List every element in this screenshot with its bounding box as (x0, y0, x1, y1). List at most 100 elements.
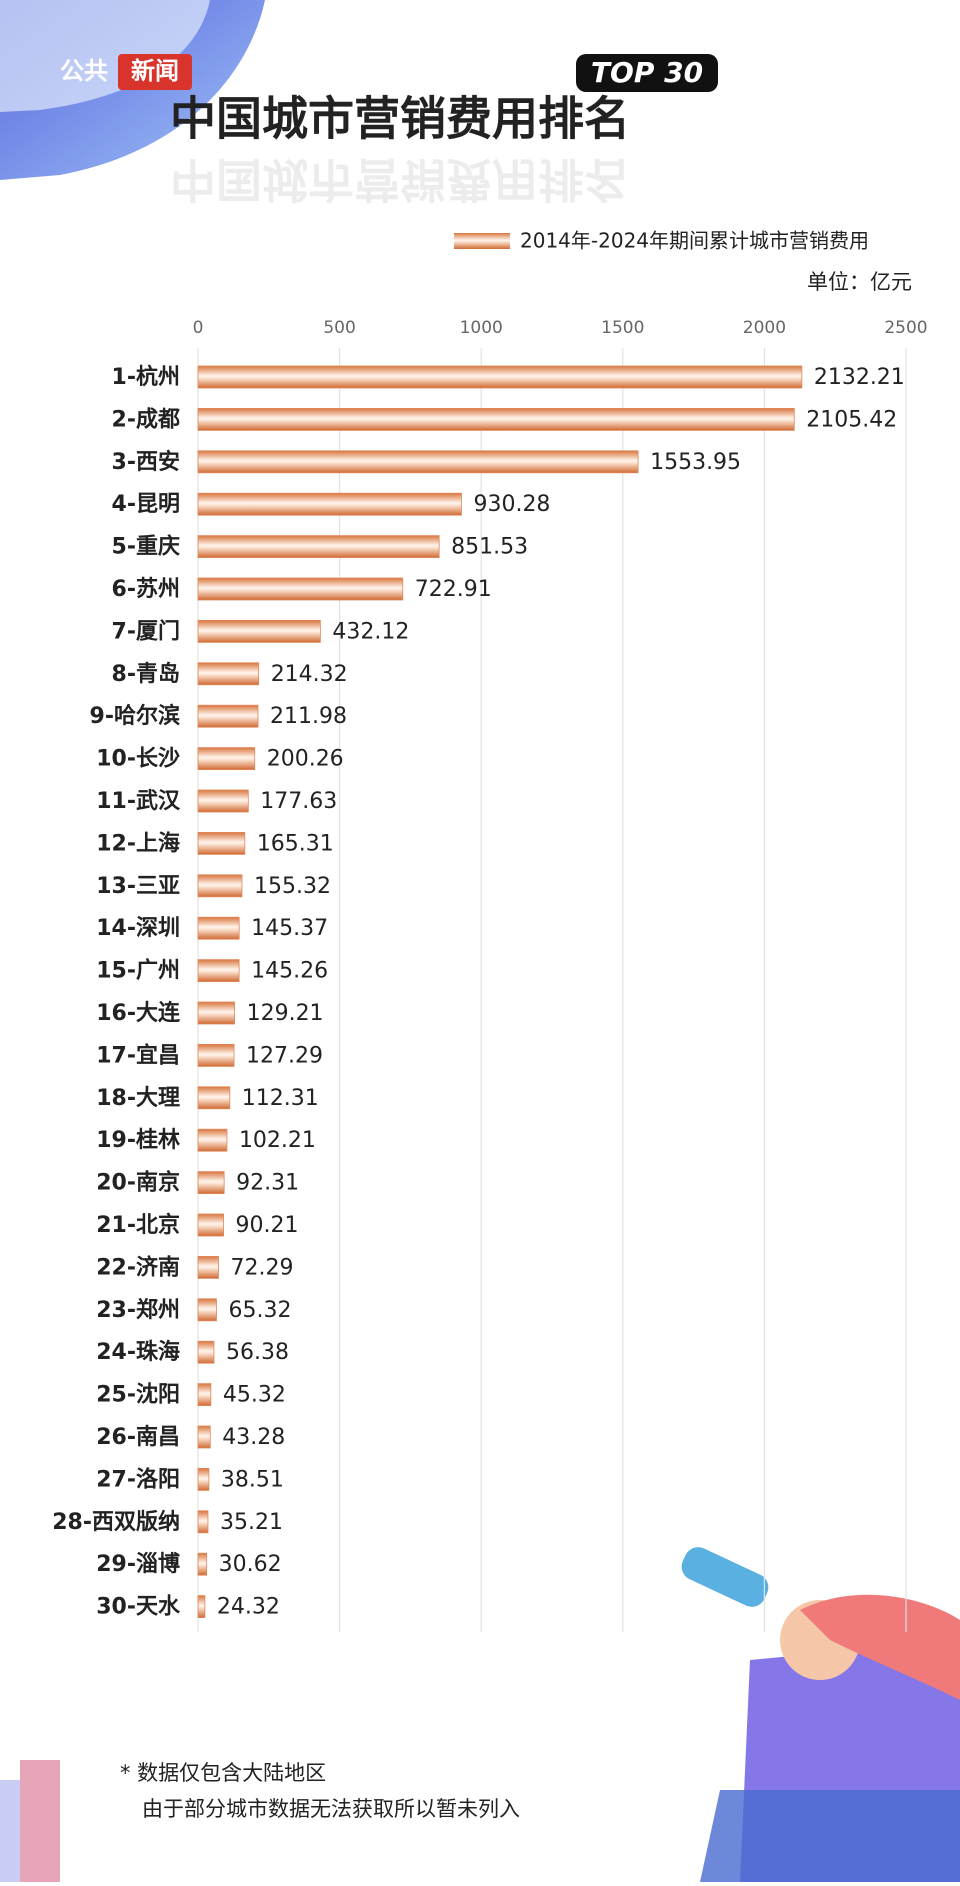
badge-box (576, 54, 718, 92)
value-label: 90.21 (236, 1213, 299, 1238)
value-label: 2132.21 (814, 365, 905, 390)
y-tick-label: 19-桂林 (96, 1127, 180, 1153)
bar (197, 620, 321, 643)
logo-text: 公共 (60, 57, 108, 85)
bar (197, 1510, 209, 1534)
value-label: 112.31 (242, 1086, 319, 1111)
bar (197, 492, 462, 516)
y-tick-label: 18-大理 (96, 1086, 180, 1111)
y-tick-label: 21-北京 (96, 1212, 180, 1238)
y-tick-label: 12-上海 (96, 830, 180, 856)
bar (197, 1213, 224, 1237)
decor (800, 1594, 960, 1700)
legend-label: 2014年-2024年期间累计城市营销费用 (520, 229, 869, 253)
value-label: 145.37 (251, 916, 328, 941)
y-tick-label: 20-南京 (96, 1170, 180, 1196)
y-tick-label: 14-深圳 (96, 916, 180, 941)
y-tick-label: 5-重庆 (112, 534, 180, 560)
bar (197, 535, 440, 558)
bar (197, 662, 260, 686)
y-tick-label: 16-大连 (96, 1000, 181, 1026)
value-label: 72.29 (230, 1255, 293, 1280)
bar (197, 1044, 235, 1067)
y-tick-label: 23-郑州 (96, 1298, 180, 1323)
y-tick-label: 3-西安 (112, 449, 180, 475)
bar (197, 365, 803, 389)
x-tick-label: 2500 (884, 318, 927, 338)
value-label: 155.32 (254, 874, 331, 899)
value-label: 1553.95 (650, 450, 741, 475)
y-tick-label: 24-珠海 (96, 1339, 180, 1365)
x-tick-label: 1000 (460, 318, 503, 338)
bar (197, 1171, 225, 1194)
y-tick-label: 22-济南 (96, 1254, 180, 1280)
bar (197, 704, 259, 728)
value-label: 200.26 (267, 747, 344, 772)
value-label: 722.91 (415, 577, 492, 602)
y-tick-label: 7-厦门 (112, 618, 180, 644)
value-label: 851.53 (451, 535, 528, 560)
value-label: 102.21 (239, 1128, 316, 1153)
decor (700, 1790, 960, 1882)
bar (197, 1340, 215, 1364)
logo-box (118, 54, 192, 90)
bar (197, 1383, 212, 1406)
y-tick-label: 10-长沙 (96, 747, 180, 772)
note: 由于部分城市数据无法获取所以暂未列入 (142, 1797, 520, 1821)
y-tick-label: 6-苏州 (112, 576, 180, 602)
value-label: 56.38 (226, 1340, 289, 1365)
value-label: 65.32 (228, 1298, 291, 1323)
y-tick-label: 15-广州 (96, 958, 180, 984)
bar (197, 959, 240, 982)
y-tick-label: 11-武汉 (96, 789, 181, 814)
value-label: 177.63 (260, 789, 337, 814)
value-label: 35.21 (220, 1510, 283, 1535)
note: * 数据仅包含大陆地区 (120, 1761, 326, 1785)
bar (197, 874, 243, 898)
logo-text: 新闻 (131, 57, 179, 85)
bar (197, 1468, 210, 1491)
y-tick-label: 25-沈阳 (96, 1383, 180, 1408)
bar (197, 1298, 217, 1322)
value-label: 129.21 (247, 1001, 324, 1026)
decor (681, 1547, 769, 1607)
decor (0, 0, 210, 112)
bar (197, 1086, 231, 1110)
bar (197, 832, 246, 855)
value-label: 24.32 (217, 1595, 280, 1620)
bar (197, 747, 256, 770)
chart-title: 中国城市营销费用排名 (170, 92, 630, 146)
y-tick-label: 28-西双版纳 (52, 1509, 180, 1535)
value-label: 145.26 (251, 959, 328, 984)
x-tick-label: 2000 (743, 318, 786, 338)
value-label: 43.28 (222, 1425, 285, 1450)
x-tick-label: 0 (193, 318, 204, 338)
x-tick-label: 1500 (601, 318, 644, 338)
bar (197, 789, 249, 813)
legend-swatch (454, 233, 510, 249)
value-label: 127.29 (246, 1043, 323, 1068)
value-label: 45.32 (223, 1383, 286, 1408)
value-label: 930.28 (473, 492, 550, 517)
value-label: 165.31 (257, 831, 334, 856)
value-label: 38.51 (221, 1467, 284, 1492)
bar (197, 450, 639, 474)
bar (197, 407, 795, 431)
y-tick-label: 8-青岛 (112, 661, 180, 687)
value-label: 214.32 (271, 662, 348, 687)
x-tick-label: 500 (323, 318, 355, 338)
bar (197, 1595, 206, 1618)
y-tick-label: 27-洛阳 (96, 1466, 180, 1492)
bar (197, 1256, 219, 1279)
badge: TOP 30 (591, 56, 703, 89)
value-label: 211.98 (270, 704, 347, 729)
bar (197, 916, 240, 940)
y-tick-label: 26-南昌 (96, 1425, 180, 1450)
y-tick-label: 30-天水 (96, 1595, 181, 1620)
y-tick-label: 4-昆明 (112, 492, 180, 517)
bar (197, 1128, 228, 1152)
y-tick-label: 29-淄博 (96, 1551, 180, 1577)
value-label: 92.31 (236, 1171, 299, 1196)
y-tick-label: 2-成都 (112, 407, 180, 432)
